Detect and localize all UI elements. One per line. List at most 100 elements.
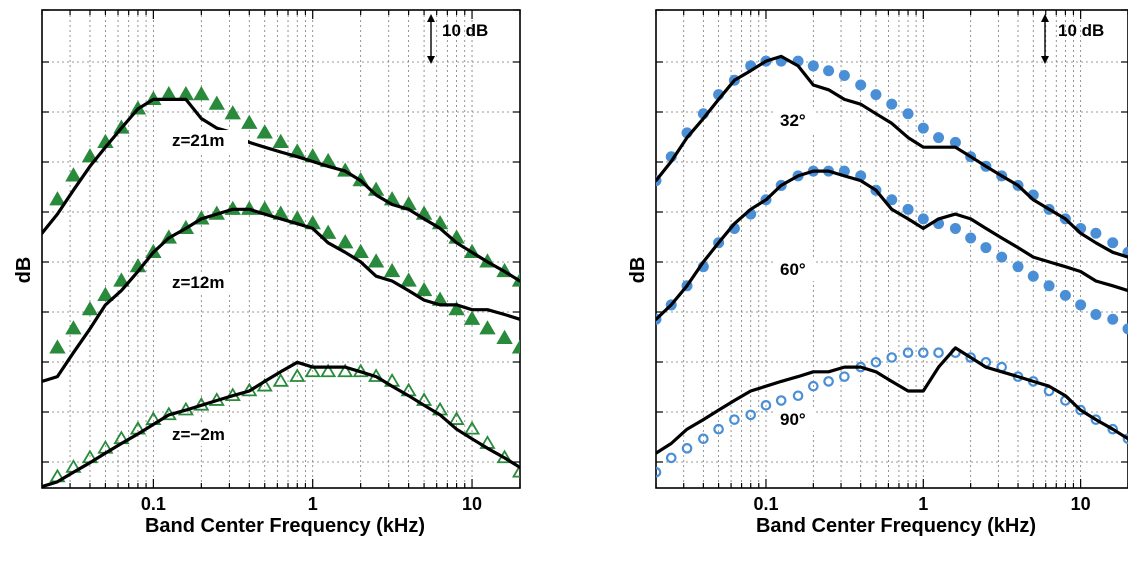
triangle-point bbox=[511, 339, 520, 354]
axes-frame bbox=[41, 9, 521, 489]
grid bbox=[655, 9, 1128, 488]
scale-bar-label: 10 dB bbox=[442, 21, 488, 40]
series-line bbox=[42, 360, 520, 488]
circle-point bbox=[1090, 308, 1102, 320]
circle-point bbox=[1090, 227, 1102, 239]
circle-point bbox=[886, 194, 898, 206]
circle-point bbox=[1075, 299, 1087, 311]
circle-point bbox=[1107, 313, 1119, 325]
x-tick-label: 10 bbox=[1071, 494, 1091, 514]
series-line bbox=[656, 54, 1128, 259]
circle-point bbox=[823, 65, 835, 77]
circle-point bbox=[965, 232, 977, 244]
series-0 bbox=[49, 86, 520, 287]
circle-point bbox=[1027, 270, 1039, 282]
curve-annotation: 90° bbox=[780, 410, 806, 429]
x-tick-label: 1 bbox=[918, 494, 928, 514]
open-circle-point bbox=[760, 400, 772, 411]
circle-point bbox=[1012, 261, 1024, 273]
triangle-point bbox=[224, 105, 241, 120]
triangle-point bbox=[81, 301, 99, 316]
chart-panel-left: 0.1 1 10 Band Center Frequency (kHz) dB 10 dB… bbox=[13, 9, 521, 537]
triangle-point bbox=[479, 320, 496, 335]
triangle-point bbox=[193, 86, 210, 101]
open-triangle-point bbox=[337, 363, 354, 378]
circle-point bbox=[902, 108, 914, 120]
scale-bar-label: 10 dB bbox=[1058, 21, 1104, 40]
scale-bar-arrow-up bbox=[427, 14, 435, 22]
plot-area bbox=[656, 54, 1128, 478]
open-circle-point bbox=[1075, 404, 1086, 416]
series-line bbox=[656, 346, 1128, 455]
circle-point bbox=[1122, 323, 1128, 335]
open-circle-point bbox=[902, 347, 914, 359]
series-line bbox=[656, 169, 1128, 321]
circle-point bbox=[870, 89, 882, 101]
open-circle-point bbox=[656, 466, 662, 478]
open-triangle-point bbox=[511, 463, 520, 478]
open-circle-point bbox=[665, 452, 677, 464]
triangle-point bbox=[97, 286, 114, 301]
open-circle-point bbox=[792, 390, 804, 402]
triangle-point bbox=[81, 148, 99, 163]
triangle-point bbox=[352, 243, 369, 258]
open-circle-point bbox=[1107, 423, 1119, 435]
open-circle-point bbox=[933, 347, 944, 359]
series-line bbox=[42, 207, 520, 383]
triangle-point bbox=[256, 124, 273, 139]
chart-panel-right: 0.1 1 10 Band Center Frequency (kHz) dB 10 dB… bbox=[627, 9, 1128, 537]
circle-point bbox=[996, 251, 1008, 263]
triangle-point bbox=[208, 95, 225, 110]
x-tick-label: 1 bbox=[308, 494, 318, 514]
annotation-background bbox=[776, 409, 816, 431]
open-circle-point bbox=[886, 352, 898, 363]
open-circle-point bbox=[729, 414, 740, 425]
open-circle-point bbox=[775, 395, 787, 406]
triangle-point bbox=[319, 224, 337, 239]
series-1 bbox=[656, 54, 1128, 259]
triangle-point bbox=[448, 301, 465, 316]
y-axis-label: dB bbox=[13, 257, 35, 284]
annotation-background bbox=[168, 130, 248, 152]
grid bbox=[41, 9, 521, 488]
scale-bar-arrow-down bbox=[1041, 56, 1049, 64]
annotation-background bbox=[168, 424, 248, 446]
open-circle-point bbox=[681, 443, 693, 454]
series-4 bbox=[49, 363, 520, 483]
open-triangle-point bbox=[320, 363, 337, 378]
ticks bbox=[41, 9, 521, 488]
open-triangle-point bbox=[272, 373, 289, 387]
curve-annotation: 60° bbox=[780, 260, 806, 279]
curve-annotation: 32° bbox=[780, 111, 806, 130]
annotation-background bbox=[776, 259, 816, 281]
circle-point bbox=[855, 79, 867, 91]
x-tick-label: 0.1 bbox=[753, 494, 778, 514]
circle-point bbox=[917, 213, 929, 225]
scale-bar-arrow-up bbox=[1041, 14, 1049, 22]
triangle-point bbox=[49, 339, 66, 354]
series-2 bbox=[49, 200, 520, 354]
triangle-point bbox=[65, 320, 82, 335]
series-line bbox=[42, 97, 520, 283]
open-circle-point bbox=[918, 347, 929, 359]
x-tick-label: 10 bbox=[462, 494, 482, 514]
circle-point bbox=[949, 222, 961, 234]
open-circle-point bbox=[808, 380, 819, 392]
triangle-point bbox=[49, 191, 66, 206]
triangle-point bbox=[337, 234, 354, 249]
triangle-point bbox=[415, 281, 433, 297]
triangle-point bbox=[463, 310, 481, 325]
open-triangle-point bbox=[448, 411, 465, 425]
y-axis-label: dB bbox=[627, 257, 649, 284]
open-triangle-point bbox=[289, 368, 306, 382]
circle-point bbox=[1043, 280, 1055, 292]
circle-point bbox=[933, 132, 945, 144]
series-3 bbox=[656, 169, 1128, 321]
series-5 bbox=[42, 360, 520, 488]
circle-point bbox=[807, 60, 819, 72]
open-triangle-point bbox=[304, 363, 321, 378]
scale-bar: 10 dB bbox=[1041, 14, 1104, 64]
triangle-point bbox=[113, 272, 130, 287]
circle-point bbox=[980, 242, 992, 254]
